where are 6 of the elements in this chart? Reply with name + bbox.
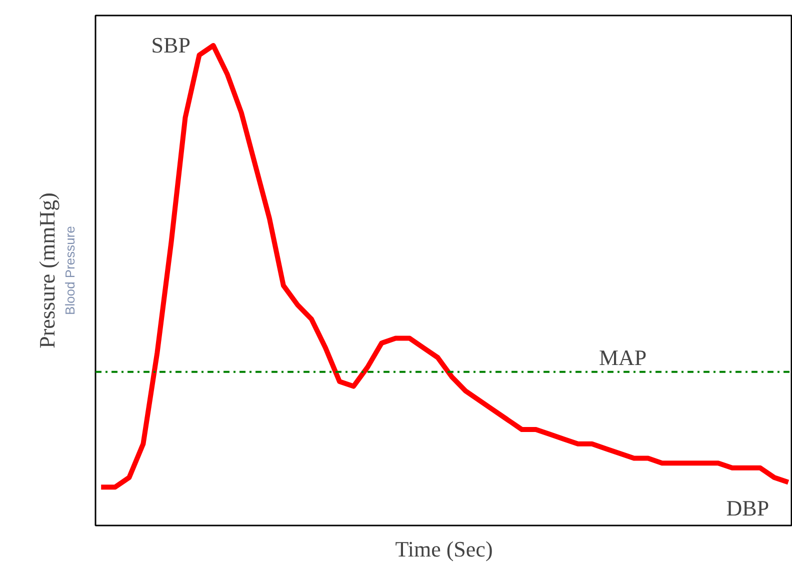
x-axis-title: Time (Sec) xyxy=(395,536,493,562)
annotation: SBP xyxy=(151,32,190,58)
annotation: DBP xyxy=(726,495,770,520)
text: Blood Pressure xyxy=(62,226,78,315)
y-axis-title: Pressure (mmHg) xyxy=(34,192,60,348)
ref-line-label: MAP xyxy=(598,344,647,370)
